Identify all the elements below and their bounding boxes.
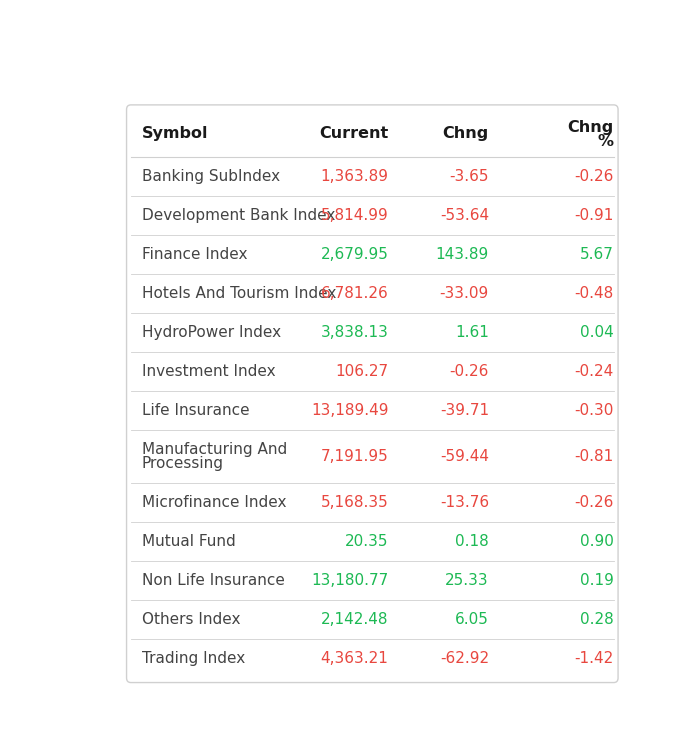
Text: Microfinance Index: Microfinance Index xyxy=(141,495,286,510)
Text: -33.09: -33.09 xyxy=(440,286,489,301)
Text: Investment Index: Investment Index xyxy=(141,364,275,379)
Text: 2,142.48: 2,142.48 xyxy=(321,612,388,627)
Text: -0.26: -0.26 xyxy=(574,495,614,510)
Text: HydroPower Index: HydroPower Index xyxy=(141,325,281,340)
Text: Life Insurance: Life Insurance xyxy=(141,403,249,418)
Text: -0.81: -0.81 xyxy=(575,449,614,464)
Text: Chng: Chng xyxy=(568,120,614,135)
Text: 143.89: 143.89 xyxy=(435,247,489,262)
Text: -1.42: -1.42 xyxy=(575,651,614,666)
Text: Hotels And Tourism Index: Hotels And Tourism Index xyxy=(141,286,336,301)
Text: -39.71: -39.71 xyxy=(440,403,489,418)
Text: Current: Current xyxy=(319,126,388,141)
Text: Others Index: Others Index xyxy=(141,612,240,627)
Text: 0.90: 0.90 xyxy=(580,534,614,549)
Text: 2,679.95: 2,679.95 xyxy=(321,247,389,262)
Text: 25.33: 25.33 xyxy=(445,573,489,588)
Text: 5.67: 5.67 xyxy=(580,247,614,262)
FancyBboxPatch shape xyxy=(127,105,618,682)
Text: Symbol: Symbol xyxy=(141,126,209,141)
Text: 13,189.49: 13,189.49 xyxy=(311,403,389,418)
Text: 0.04: 0.04 xyxy=(580,325,614,340)
Text: -53.64: -53.64 xyxy=(440,208,489,223)
Text: 13,180.77: 13,180.77 xyxy=(312,573,388,588)
Text: -59.44: -59.44 xyxy=(440,449,489,464)
Text: 1.61: 1.61 xyxy=(455,325,489,340)
Text: -0.91: -0.91 xyxy=(574,208,614,223)
Text: -3.65: -3.65 xyxy=(449,169,489,184)
Text: Non Life Insurance: Non Life Insurance xyxy=(141,573,285,588)
Text: 7,191.95: 7,191.95 xyxy=(321,449,389,464)
Text: -0.30: -0.30 xyxy=(574,403,614,418)
Text: 1,363.89: 1,363.89 xyxy=(321,169,389,184)
Text: -62.92: -62.92 xyxy=(440,651,489,666)
Text: %: % xyxy=(598,134,614,149)
Text: 3,838.13: 3,838.13 xyxy=(321,325,389,340)
Text: 6,781.26: 6,781.26 xyxy=(321,286,389,301)
Text: -13.76: -13.76 xyxy=(440,495,489,510)
Text: 6.05: 6.05 xyxy=(455,612,489,627)
Text: -0.26: -0.26 xyxy=(449,364,489,379)
Text: 4,363.21: 4,363.21 xyxy=(321,651,389,666)
Text: 0.28: 0.28 xyxy=(580,612,614,627)
Text: Finance Index: Finance Index xyxy=(141,247,247,262)
Text: Processing: Processing xyxy=(141,456,224,471)
Text: 20.35: 20.35 xyxy=(345,534,389,549)
Text: Mutual Fund: Mutual Fund xyxy=(141,534,235,549)
Text: 0.19: 0.19 xyxy=(580,573,614,588)
Text: Development Bank Index: Development Bank Index xyxy=(141,208,335,223)
Text: Trading Index: Trading Index xyxy=(141,651,245,666)
Text: Banking SubIndex: Banking SubIndex xyxy=(141,169,280,184)
Text: -0.48: -0.48 xyxy=(575,286,614,301)
Text: Chng: Chng xyxy=(442,126,489,141)
Text: 5,168.35: 5,168.35 xyxy=(321,495,389,510)
Text: 106.27: 106.27 xyxy=(335,364,389,379)
Text: -0.26: -0.26 xyxy=(574,169,614,184)
Text: Manufacturing And: Manufacturing And xyxy=(141,443,287,457)
Text: 5,814.99: 5,814.99 xyxy=(321,208,389,223)
Text: 0.18: 0.18 xyxy=(455,534,489,549)
Text: -0.24: -0.24 xyxy=(575,364,614,379)
